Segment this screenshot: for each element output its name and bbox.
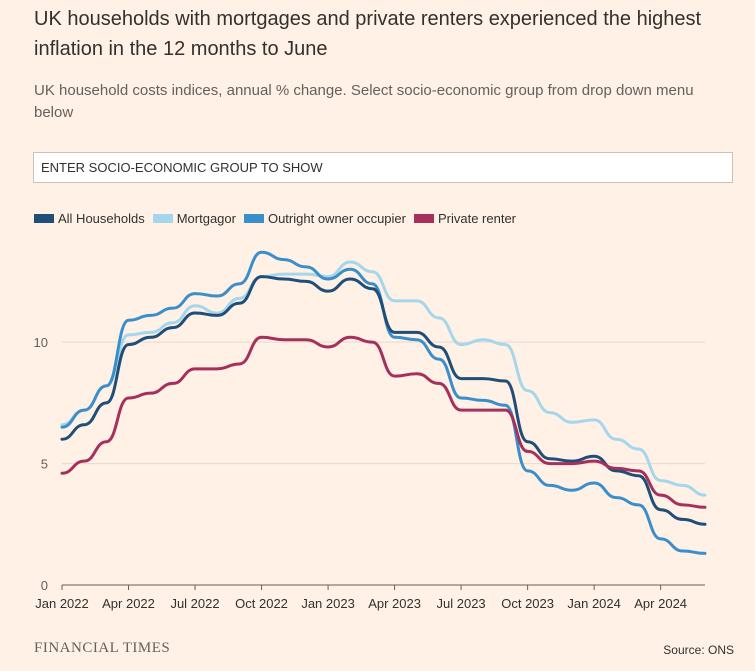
x-tick-label: Apr 2022 [102,596,155,611]
x-tick-label: Apr 2024 [634,596,687,611]
x-tick-label: Jan 2022 [35,596,89,611]
x-tick-label: Jan 2023 [301,596,355,611]
legend-label: Private renter [437,211,517,226]
legend-item-all-households[interactable]: All Households [34,211,145,226]
y-tick-label: 10 [34,335,48,350]
series-line-mortgagor [60,260,707,497]
line-chart: 0 5 10 Jan 2022 Apr 2022 Jul 2022 Oct 2022 Jan … [34,250,707,611]
legend-swatch [413,214,434,223]
legend-swatch [34,214,54,223]
legend: All Households Mortgagor Outright owner … [34,211,524,226]
legend-item-mortgagor[interactable]: Mortgagor [152,211,236,226]
x-tick-label: Oct 2023 [501,596,554,611]
legend-swatch [243,214,264,223]
chart-subtitle: UK household costs indices, annual % cha… [34,82,694,121]
chart-title: UK households with mortgages and private… [34,8,702,60]
legend-label: Mortgagor [176,211,236,226]
legend-label: All Households [58,211,145,226]
x-tick-label: Jan 2024 [567,596,621,611]
x-tick-label: Jul 2023 [437,596,486,611]
ft-logo: FINANCIAL TIMES [34,640,171,656]
source-note: Source: ONS [663,643,734,657]
series-line-private-renter [60,335,707,509]
x-tick-label: Oct 2022 [235,596,288,611]
legend-item-private-renter[interactable]: Private renter [413,211,517,226]
y-tick-label: 5 [41,457,48,472]
legend-label: Outright owner occupier [267,211,406,226]
socio-economic-group-input[interactable]: ENTER SOCIO-ECONOMIC GROUP TO SHOW [33,152,733,183]
series-line-outright-owner-occupier [60,250,707,555]
x-tick-label: Apr 2023 [368,596,421,611]
x-tick-label: Jul 2022 [170,596,219,611]
y-tick-label: 0 [41,578,48,593]
legend-swatch [152,214,173,223]
series-line-all-households [60,275,707,526]
legend-item-outright-owner-occupier[interactable]: Outright owner occupier [243,211,406,226]
